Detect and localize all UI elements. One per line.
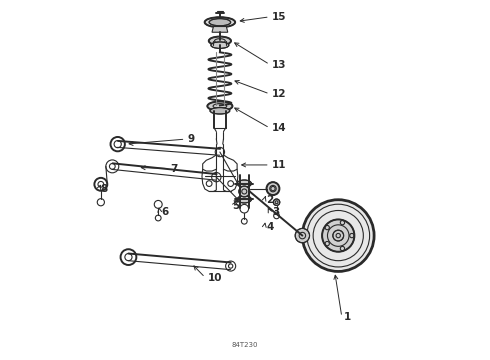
Text: 12: 12	[272, 89, 286, 99]
Text: 3: 3	[272, 207, 279, 217]
Ellipse shape	[322, 220, 354, 252]
Ellipse shape	[295, 228, 310, 243]
Ellipse shape	[239, 186, 250, 197]
Ellipse shape	[302, 200, 374, 271]
Ellipse shape	[237, 180, 251, 187]
Text: 8: 8	[101, 184, 108, 194]
Ellipse shape	[333, 230, 343, 241]
Text: 15: 15	[272, 12, 286, 22]
Text: 6: 6	[162, 207, 169, 217]
Ellipse shape	[267, 182, 279, 195]
Ellipse shape	[237, 196, 251, 203]
Text: 2: 2	[267, 195, 274, 205]
Text: 7: 7	[171, 163, 178, 174]
Ellipse shape	[209, 37, 231, 45]
Ellipse shape	[207, 102, 232, 111]
Ellipse shape	[273, 199, 280, 206]
Polygon shape	[212, 27, 228, 32]
Ellipse shape	[210, 108, 230, 114]
Text: 13: 13	[272, 59, 286, 69]
Text: 5: 5	[232, 201, 240, 211]
Ellipse shape	[211, 42, 229, 48]
Ellipse shape	[205, 17, 235, 27]
Text: 4: 4	[267, 222, 274, 231]
Text: 10: 10	[207, 273, 222, 283]
Text: 14: 14	[272, 123, 287, 133]
Text: 84T230: 84T230	[232, 342, 258, 348]
Text: 11: 11	[272, 160, 286, 170]
Text: 1: 1	[344, 312, 351, 322]
Text: 9: 9	[188, 134, 195, 144]
Ellipse shape	[209, 19, 231, 26]
